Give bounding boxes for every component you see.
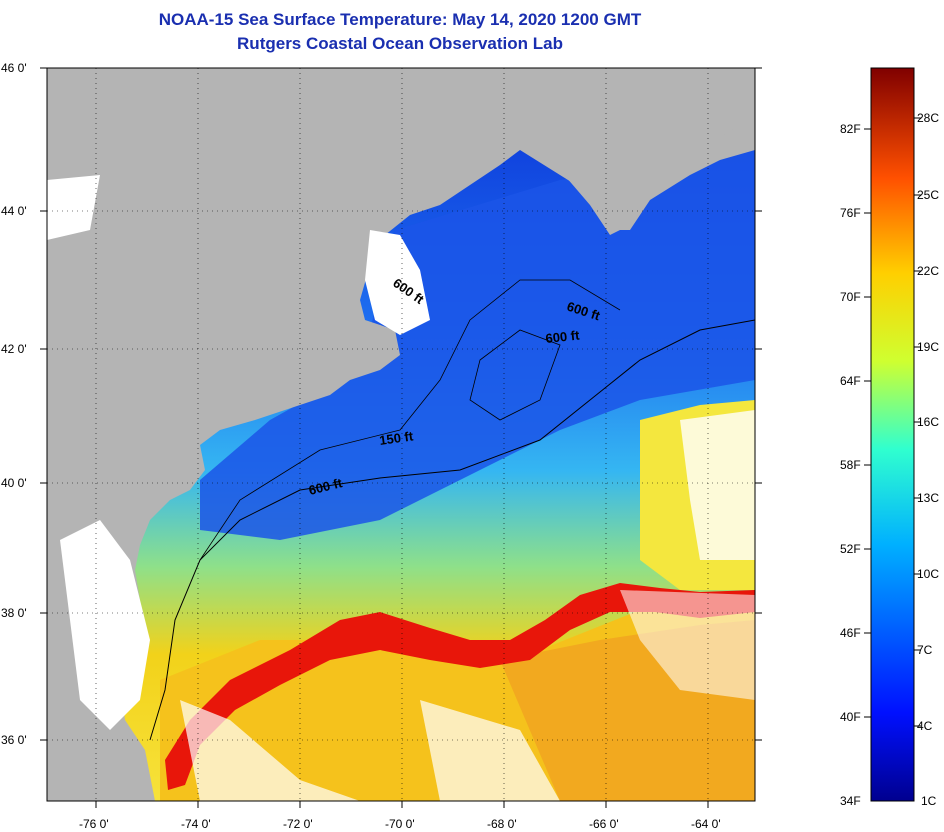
map-title: NOAA-15 Sea Surface Temperature: May 14,… bbox=[158, 10, 642, 29]
contour-label: 150 ft bbox=[378, 428, 414, 448]
cloud-east bbox=[680, 410, 755, 560]
temperature-colorbar bbox=[870, 67, 915, 802]
shelf-waters bbox=[200, 150, 755, 540]
celsius-label: 13C bbox=[917, 491, 939, 505]
lat-label: 36 0' bbox=[1, 733, 27, 747]
celsius-label: 10C bbox=[917, 567, 939, 581]
map-frame bbox=[46, 67, 756, 802]
lon-label: -76 0' bbox=[79, 817, 109, 831]
lon-label: -64 0' bbox=[691, 817, 721, 831]
lon-label: -74 0' bbox=[181, 817, 211, 831]
cloud-northwest bbox=[47, 175, 100, 240]
fahrenheit-label: 70F bbox=[840, 290, 861, 304]
lat-label: 46 0' bbox=[1, 61, 27, 75]
lon-label: -68 0' bbox=[487, 817, 517, 831]
fahrenheit-label: 52F bbox=[840, 542, 861, 556]
contour-150ft bbox=[199, 279, 621, 561]
celsius-label: 7C bbox=[917, 643, 933, 657]
fahrenheit-label: 64F bbox=[840, 374, 861, 388]
lat-label: 40 0' bbox=[1, 476, 27, 490]
lon-label: -72 0' bbox=[283, 817, 313, 831]
celsius-label: 1C bbox=[921, 794, 937, 808]
contour-600ft bbox=[149, 319, 755, 741]
lat-label: 42 0' bbox=[1, 342, 27, 356]
fahrenheit-label: 40F bbox=[840, 710, 861, 724]
fahrenheit-label: 82F bbox=[840, 122, 861, 136]
colorbar-ticks bbox=[864, 117, 921, 727]
fahrenheit-label: 58F bbox=[840, 458, 861, 472]
axis-ticks bbox=[40, 67, 762, 808]
map-subtitle: Rutgers Coastal Ocean Observation Lab bbox=[237, 34, 563, 53]
land-mass bbox=[47, 68, 755, 801]
celsius-label: 4C bbox=[917, 719, 933, 733]
cloud-south bbox=[180, 700, 360, 801]
georges-bank-contour bbox=[469, 329, 561, 421]
celsius-label: 28C bbox=[917, 111, 939, 125]
celsius-label: 19C bbox=[917, 340, 939, 354]
fahrenheit-label: 46F bbox=[840, 626, 861, 640]
lat-label: 38 0' bbox=[1, 606, 27, 620]
lon-label: -66 0' bbox=[589, 817, 619, 831]
map-grid bbox=[47, 68, 755, 801]
contour-label: 600 ft bbox=[545, 327, 581, 346]
nova-scotia bbox=[560, 108, 740, 235]
celsius-label: 16C bbox=[917, 415, 939, 429]
lon-label: -70 0' bbox=[385, 817, 415, 831]
fahrenheit-label: 76F bbox=[840, 206, 861, 220]
celsius-label: 25C bbox=[917, 188, 939, 202]
cloud-southeast bbox=[620, 590, 755, 700]
celsius-label: 22C bbox=[917, 264, 939, 278]
cloud-cape-cod bbox=[365, 230, 430, 335]
fahrenheit-label: 34F bbox=[840, 794, 861, 808]
lat-label: 44 0' bbox=[1, 204, 27, 218]
cloud-chesapeake bbox=[60, 520, 150, 730]
